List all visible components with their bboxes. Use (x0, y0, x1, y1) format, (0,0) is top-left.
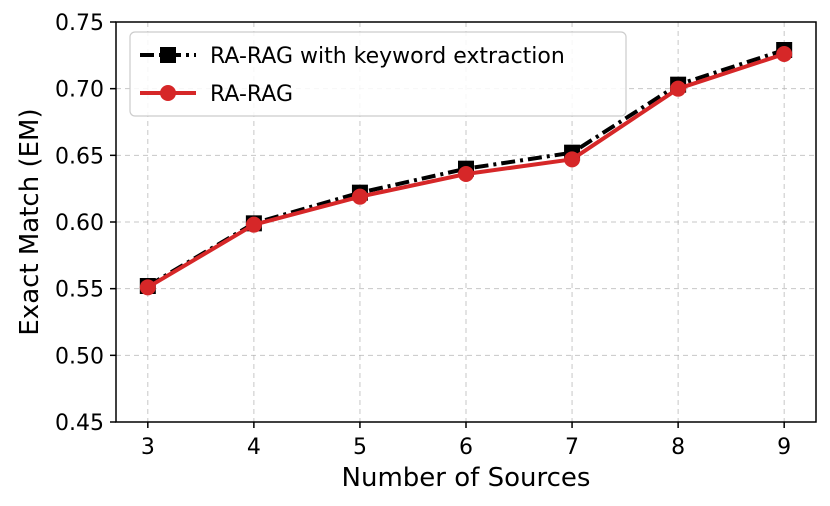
data-point-circle (351, 188, 368, 205)
y-tick-label: 0.65 (55, 144, 104, 169)
y-tick-label: 0.70 (55, 78, 104, 103)
legend-label-rarag: RA-RAG (210, 82, 293, 107)
data-point-circle (139, 279, 156, 296)
series-layer (139, 42, 793, 296)
legend-label-keyword: RA-RAG with keyword extraction (210, 44, 565, 69)
data-point-circle (245, 216, 262, 233)
legend-marker-circle (160, 85, 176, 101)
y-tick-label: 0.60 (55, 211, 104, 236)
legend-box (129, 31, 627, 117)
axis-ticks: 3 4 5 6 7 8 9 0.45 0.50 0.55 0.60 0.65 0.70 0.75 (55, 11, 791, 460)
y-tick-label: 0.45 (55, 411, 104, 436)
data-point-circle (776, 46, 793, 62)
legend: RA-RAG with keyword extraction RA-RAG (129, 31, 627, 117)
x-tick-label: 8 (671, 435, 685, 460)
data-point-circle (458, 166, 474, 182)
y-tick-label: 0.75 (55, 11, 104, 36)
x-tick-label: 9 (777, 435, 791, 460)
x-tick-label: 4 (247, 435, 261, 460)
data-point-circle (670, 80, 687, 97)
y-axis-label: Exact Match (EM) (15, 108, 45, 335)
x-tick-label: 7 (565, 435, 579, 460)
x-tick-label: 3 (141, 435, 155, 460)
legend-marker-square (160, 47, 176, 63)
data-point-circle (564, 151, 581, 168)
y-tick-label: 0.50 (55, 344, 104, 369)
x-tick-label: 5 (353, 435, 367, 460)
x-axis-label: Number of Sources (342, 463, 591, 493)
x-tick-label: 6 (459, 435, 473, 460)
y-tick-label: 0.55 (55, 278, 104, 303)
